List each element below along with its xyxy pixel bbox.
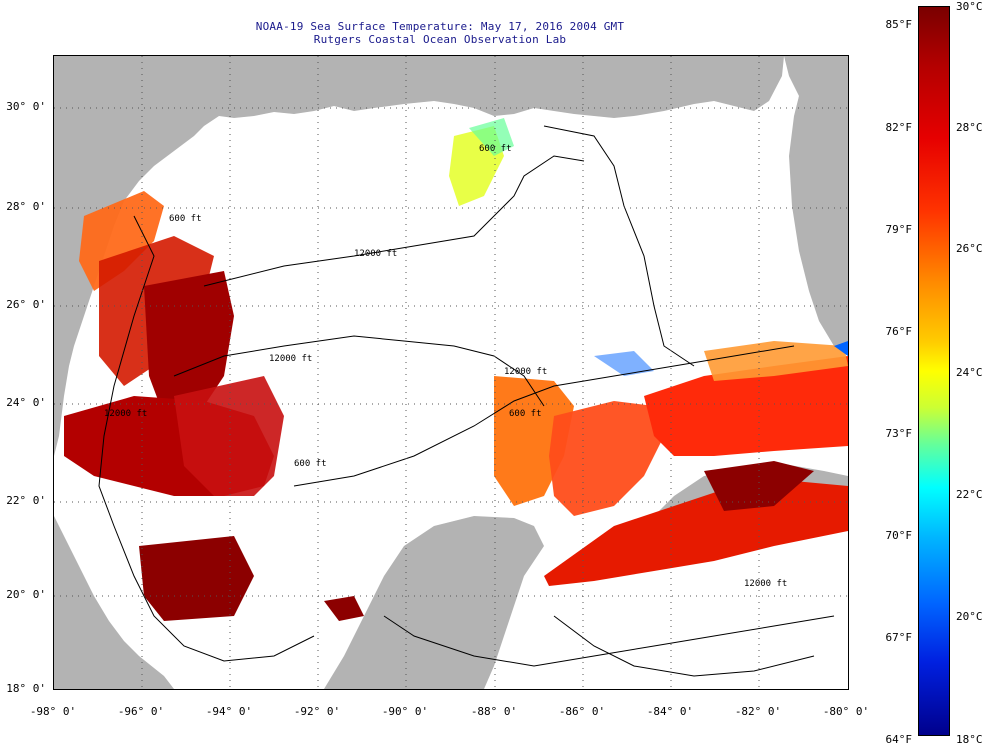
- lat-label: 30° 0': [6, 100, 46, 113]
- lon-label: -90° 0': [381, 705, 429, 718]
- colorbar-f-label: 64°F: [885, 733, 913, 746]
- colorbar-c-label: 28°C: [956, 121, 983, 134]
- colorbar-f-label: 85°F: [885, 18, 913, 31]
- colorbar-f-label: 82°F: [885, 121, 913, 134]
- map-subtitle: Rutgers Coastal Ocean Observation Lab: [313, 33, 567, 46]
- depth-label: 12000 ft: [354, 249, 397, 259]
- temperature-colorbar: [918, 6, 950, 736]
- depth-labels: 600 ft 600 ft 12000 ft 12000 ft 12000 ft…: [104, 144, 787, 589]
- lat-label: 20° 0': [6, 588, 46, 601]
- depth-label: 12000 ft: [504, 367, 547, 377]
- lat-label: 24° 0': [6, 396, 46, 409]
- map-title: NOAA-19 Sea Surface Temperature: May 17,…: [255, 20, 625, 33]
- depth-contours: [98, 125, 835, 677]
- depth-label: 600 ft: [479, 144, 512, 154]
- depth-label: 600 ft: [509, 409, 542, 419]
- colorbar-c-label: 26°C: [956, 242, 983, 255]
- lat-label: 28° 0': [6, 200, 46, 213]
- sst-data: [64, 118, 848, 621]
- lat-label: 22° 0': [6, 494, 46, 507]
- colorbar-f-label: 79°F: [885, 223, 913, 236]
- lon-label: -80° 0': [822, 705, 870, 718]
- depth-label: 600 ft: [169, 214, 202, 224]
- lon-label: -96° 0': [117, 705, 165, 718]
- lon-label: -92° 0': [293, 705, 341, 718]
- colorbar-f-label: 76°F: [885, 325, 913, 338]
- lat-label: 18° 0': [6, 682, 46, 695]
- depth-label: 12000 ft: [104, 409, 147, 419]
- colorbar-c-label: 18°C: [956, 733, 983, 746]
- depth-label: 12000 ft: [269, 354, 312, 364]
- colorbar-c-label: 24°C: [956, 366, 983, 379]
- depth-label: 600 ft: [294, 459, 327, 469]
- lon-label: -86° 0': [558, 705, 606, 718]
- lon-label: -98° 0': [29, 705, 77, 718]
- lat-label: 26° 0': [6, 298, 46, 311]
- colorbar-c-label: 22°C: [956, 488, 983, 501]
- lon-label: -84° 0': [646, 705, 694, 718]
- lon-label: -82° 0': [734, 705, 782, 718]
- sst-map-canvas: 600 ft 600 ft 12000 ft 12000 ft 12000 ft…: [54, 56, 848, 689]
- sst-map: 600 ft 600 ft 12000 ft 12000 ft 12000 ft…: [53, 55, 849, 690]
- colorbar-f-label: 70°F: [885, 529, 913, 542]
- colorbar-f-label: 67°F: [885, 631, 913, 644]
- depth-label: 12000 ft: [744, 579, 787, 589]
- colorbar-c-label: 20°C: [956, 610, 983, 623]
- lon-label: -94° 0': [205, 705, 253, 718]
- graticule: [54, 56, 848, 689]
- lon-label: -88° 0': [470, 705, 518, 718]
- colorbar-c-label: 30°C: [956, 0, 983, 13]
- colorbar-f-label: 73°F: [885, 427, 913, 440]
